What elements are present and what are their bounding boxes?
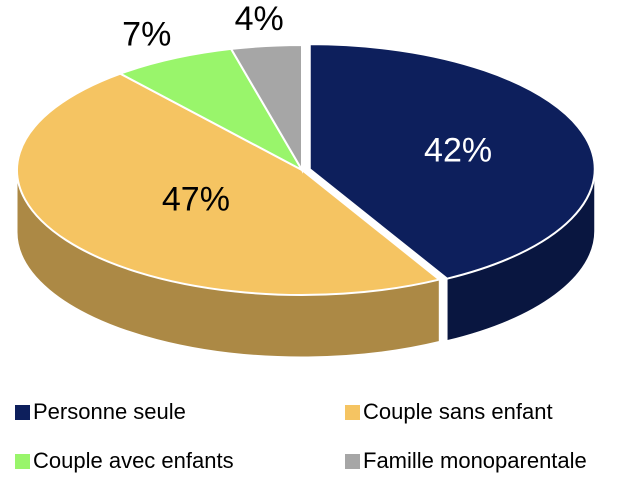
slice [16,72,442,296]
legend-label: Couple sans enfant [363,399,553,424]
pie-tops [16,43,596,296]
data-label: 4% [235,0,284,38]
data-label: 42% [424,131,492,169]
legend-swatch [345,405,360,420]
slice [117,47,305,173]
legend-swatch [15,454,30,469]
data-label: 47% [162,181,230,219]
legend-label: Personne seule [33,399,186,424]
legend-swatch [345,454,360,469]
slice [229,43,303,174]
legend-label: Couple avec enfants [33,448,234,473]
legend-label: Famille monoparentale [363,448,587,473]
legend-swatch [15,405,30,420]
slice [308,43,596,280]
data-label: 7% [122,15,171,53]
